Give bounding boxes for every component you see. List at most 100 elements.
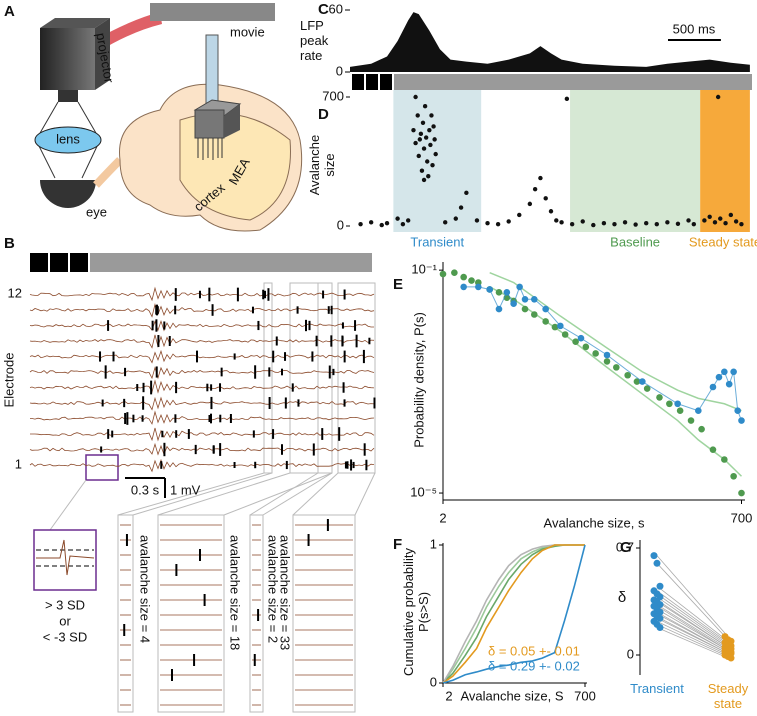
- x-axis-label: Avalanche size, s: [544, 515, 645, 530]
- panel-label: E: [393, 276, 403, 293]
- electrode-trace: [29, 379, 375, 394]
- data-point: [439, 270, 447, 278]
- avalanche-point: [419, 168, 425, 173]
- electrode-trace: [29, 458, 375, 473]
- pair-line: [656, 604, 729, 650]
- data-point: [468, 277, 475, 284]
- data-point: [486, 286, 493, 293]
- y-axis-label: Cumulative probability P(s>S): [401, 548, 431, 676]
- y-tick-label: 0: [336, 63, 343, 78]
- electrode-label: 12: [8, 285, 22, 300]
- region: [393, 90, 482, 232]
- data-point: [603, 351, 611, 359]
- data-point: [592, 350, 599, 357]
- avalanche-point: [395, 216, 400, 221]
- avalanche-point: [559, 220, 564, 225]
- avalanche-point: [411, 127, 416, 133]
- y-tick-label: 0: [627, 646, 634, 661]
- avalanche-point: [433, 151, 438, 157]
- y-tick-label: 700: [322, 88, 344, 103]
- avalanche-point: [418, 131, 424, 137]
- avalanche-point: [538, 175, 543, 181]
- data-point: [643, 385, 651, 392]
- avalanche-point: [733, 219, 739, 224]
- threshold-label: < -3 SD: [43, 629, 87, 644]
- avalanche-point: [718, 216, 723, 221]
- avalanche-point: [591, 222, 596, 228]
- pair-line: [656, 605, 729, 651]
- avalanche-point: [622, 220, 628, 225]
- data-point: [738, 489, 745, 497]
- panel-label: D: [318, 106, 329, 123]
- region-label: Transient: [410, 234, 464, 249]
- delta-point: [650, 552, 658, 560]
- region-label: Baseline: [610, 234, 660, 249]
- avalanche-point: [554, 218, 559, 223]
- avalanche-point: [464, 190, 469, 196]
- avalanche-point: [453, 216, 458, 221]
- avalanche-point: [426, 174, 431, 179]
- x-tick-label: 2: [439, 510, 446, 525]
- label: lens: [56, 131, 80, 146]
- avalanche-point: [430, 162, 435, 168]
- data-point: [721, 368, 728, 376]
- delta-point: [656, 582, 664, 590]
- panel-label: C: [318, 1, 329, 18]
- data-point: [687, 417, 695, 424]
- pair-line: [656, 617, 729, 654]
- y-tick-label: 10⁻¹: [411, 262, 437, 277]
- avalanche-point: [506, 219, 511, 224]
- avalanche-point: [665, 220, 670, 225]
- data-point: [603, 358, 611, 365]
- avalanche-label: avalanche size = 18: [228, 535, 243, 650]
- data-point: [674, 400, 681, 408]
- electrode-trace: [29, 366, 375, 380]
- data-point: [503, 289, 511, 296]
- avalanche-point: [707, 214, 712, 219]
- pair-line: [656, 590, 729, 644]
- pair-line: [656, 627, 729, 659]
- avalanche-point: [527, 201, 533, 207]
- category-label: Steady state: [707, 681, 749, 711]
- electrode-trace: [29, 396, 375, 411]
- avalanche-point: [675, 221, 681, 226]
- data-point: [561, 331, 569, 338]
- avalanche-point: [543, 196, 548, 201]
- data-point: [698, 425, 705, 433]
- avalanche-point: [495, 221, 501, 227]
- band-edge: [489, 286, 743, 477]
- x-tick-label: 2: [445, 688, 452, 703]
- data-point: [530, 311, 538, 318]
- data-point: [451, 269, 458, 276]
- avalanche-point: [379, 222, 384, 228]
- avalanche-point: [580, 219, 585, 224]
- delta-point: [653, 559, 661, 567]
- x-axis-label: Avalanche size, S: [460, 688, 563, 703]
- avalanche-point: [429, 113, 434, 118]
- pair-line: [656, 563, 729, 640]
- annotation: δ = 0.29 +- 0.02: [488, 658, 580, 673]
- category-label: Transient: [630, 681, 684, 696]
- cdf-line: [442, 544, 585, 684]
- stimulus-strip: [352, 74, 752, 90]
- avalanche-point: [428, 142, 433, 148]
- pair-line: [656, 624, 729, 657]
- avalanche-point: [421, 146, 427, 151]
- avalanche-point: [691, 221, 697, 227]
- data-point: [475, 283, 482, 291]
- avalanche-point: [413, 94, 418, 100]
- avalanche-point: [432, 137, 437, 142]
- data-point: [530, 295, 538, 303]
- avalanche-point: [413, 140, 418, 146]
- avalanche-point: [723, 221, 728, 226]
- avalanche-point: [443, 220, 448, 225]
- delta-point: [656, 623, 664, 631]
- avalanche-label: avalanche size = 2: [266, 535, 281, 643]
- panel-label: F: [393, 536, 402, 553]
- label: eye: [86, 204, 107, 219]
- data-point: [715, 373, 723, 381]
- data-point: [738, 417, 745, 424]
- scale-label: 1 mV: [170, 482, 201, 497]
